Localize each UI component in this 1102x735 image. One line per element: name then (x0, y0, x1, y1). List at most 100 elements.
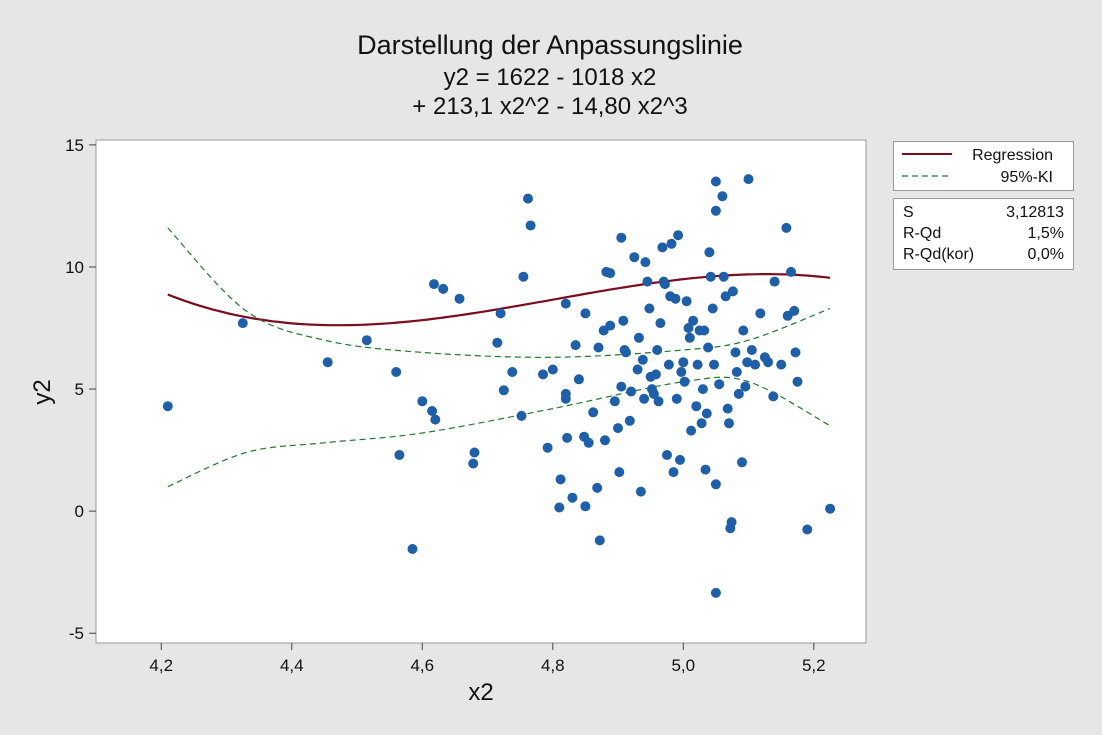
data-point (699, 325, 710, 336)
data-point (684, 332, 695, 343)
data-point (722, 403, 733, 414)
data-point (605, 320, 616, 331)
data-point (707, 303, 718, 314)
data-point (755, 308, 766, 319)
data-point (655, 318, 666, 329)
data-point (495, 308, 506, 319)
data-point (640, 257, 651, 268)
data-point (626, 386, 637, 397)
data-point (703, 342, 714, 353)
data-point (430, 414, 441, 425)
data-point (498, 385, 509, 396)
data-point (523, 193, 533, 204)
data-point (786, 266, 796, 277)
stats-box: S 3,12813 R-Qd 1,5% R-Qd(kor) 0,0% (893, 198, 1074, 270)
stat-label: R-Qd(kor) (903, 246, 975, 263)
data-point (507, 367, 518, 377)
data-point (642, 276, 653, 287)
data-point (538, 369, 548, 380)
data-point (710, 479, 721, 490)
data-point (618, 315, 629, 326)
data-point (237, 318, 248, 329)
data-point (454, 293, 465, 304)
data-point (162, 401, 173, 412)
stat-value: 3,12813 (1006, 204, 1064, 221)
data-point (696, 418, 707, 429)
legend-label-ci: 95%-KI (1000, 169, 1053, 186)
data-point (547, 364, 558, 375)
data-point (825, 503, 836, 514)
y-tick-label: 5 (75, 380, 84, 399)
data-point (629, 252, 640, 263)
data-point (639, 393, 650, 404)
data-point (790, 347, 801, 358)
data-point (692, 359, 703, 370)
data-point (570, 340, 581, 351)
data-point (592, 482, 603, 493)
data-point (555, 474, 566, 485)
data-point (663, 359, 674, 370)
ci-upper-line (167, 227, 831, 358)
data-point (731, 367, 742, 377)
data-point (743, 174, 754, 185)
data-point (614, 467, 625, 478)
y-tick-label: -5 (69, 624, 84, 643)
data-point (740, 381, 751, 392)
data-point (560, 298, 571, 309)
y-axis-label: y2 (29, 379, 56, 404)
data-point (675, 454, 685, 465)
data-point (710, 205, 721, 216)
ci-lower-line (167, 376, 831, 488)
data-point (635, 486, 646, 497)
data-point (742, 357, 753, 368)
data-point (391, 367, 402, 377)
data-point (560, 393, 571, 404)
data-point (704, 247, 715, 258)
data-point (781, 222, 792, 233)
data-point (652, 345, 663, 355)
data-point (750, 359, 761, 370)
data-point (681, 296, 692, 307)
data-point (763, 357, 774, 368)
data-point (361, 335, 372, 346)
data-point (605, 268, 616, 279)
data-point (394, 450, 405, 460)
data-point (710, 587, 721, 598)
legend-item-regression: Regression (902, 145, 1065, 167)
legend: Regression 95%-KI (893, 141, 1074, 191)
data-point (724, 418, 734, 429)
data-point (637, 354, 648, 365)
data-point (714, 379, 725, 390)
stat-row-r-sq: R-Qd 1,5% (903, 223, 1064, 244)
data-point (616, 232, 627, 243)
data-point (322, 357, 333, 368)
data-point (588, 407, 599, 418)
data-point (673, 230, 684, 241)
data-point (666, 238, 677, 249)
data-point (717, 191, 728, 202)
data-point (492, 337, 503, 348)
data-point (710, 176, 721, 187)
plot-area (95, 139, 867, 644)
data-point (632, 364, 643, 375)
data-point (769, 276, 780, 287)
legend-item-ci: 95%-KI (902, 167, 1065, 189)
data-point (670, 293, 681, 304)
stat-value: 0,0% (1027, 246, 1064, 263)
data-point (679, 376, 690, 387)
legend-label-regression: Regression (972, 147, 1053, 164)
x-tick-label: 4,2 (149, 656, 173, 675)
data-point (644, 303, 655, 314)
data-point (737, 457, 747, 468)
data-point (671, 393, 682, 404)
stat-label: R-Qd (903, 225, 942, 242)
data-point (768, 391, 779, 402)
data-point (701, 408, 712, 419)
x-tick-label: 4,6 (410, 656, 434, 675)
data-point (600, 435, 610, 446)
data-point (660, 279, 670, 290)
ci-swatch (902, 175, 952, 177)
data-point (688, 315, 699, 326)
